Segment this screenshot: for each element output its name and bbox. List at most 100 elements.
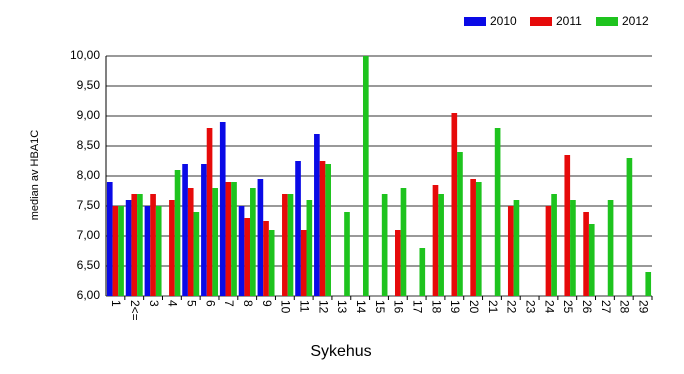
legend-swatch (530, 17, 552, 26)
y-tick-label: 8,50 (77, 138, 101, 152)
bar (300, 230, 307, 296)
legend-swatch (464, 17, 486, 26)
bar (457, 152, 463, 296)
bar (287, 194, 294, 296)
x-tick-label: 13 (335, 300, 349, 314)
y-tick-label: 6,50 (77, 258, 101, 272)
x-tick-label: 5 (185, 300, 199, 307)
x-tick-label: 23 (523, 300, 537, 314)
bar (325, 164, 331, 296)
bar (470, 179, 476, 296)
bar (451, 113, 458, 296)
x-tick-label: 3 (147, 300, 161, 307)
x-tick-label: 27 (599, 300, 613, 314)
bar (645, 272, 652, 296)
x-tick-label: 10 (279, 300, 293, 314)
x-tick-label: 29 (636, 300, 650, 314)
bar (588, 224, 595, 296)
x-tick-label: 25 (561, 300, 575, 314)
bar (438, 194, 444, 296)
bar (118, 206, 124, 296)
x-tick-label: 6 (203, 300, 217, 307)
bar (125, 200, 132, 296)
bar (174, 170, 181, 296)
bar (419, 248, 426, 296)
bar (201, 164, 207, 296)
bar (319, 161, 326, 296)
x-tick-label: 20 (467, 300, 481, 314)
bar (583, 212, 589, 296)
bar (545, 206, 552, 296)
x-tick-label: 18 (429, 300, 443, 314)
bar (187, 188, 194, 296)
bar (219, 122, 226, 296)
bar (155, 206, 162, 296)
bar (206, 128, 213, 296)
bar (268, 230, 275, 296)
y-tick-label: 7,50 (77, 198, 101, 212)
x-tick-label: 12 (316, 300, 330, 314)
bar (169, 200, 175, 296)
x-tick-label: 8 (241, 300, 255, 307)
x-tick-label: 7 (222, 300, 236, 307)
bar (106, 182, 113, 296)
bar (231, 182, 237, 296)
bar (144, 206, 151, 296)
y-tick-label: 10,00 (70, 48, 100, 62)
legend-label: 2011 (556, 14, 582, 28)
bar (570, 200, 576, 296)
bar (564, 155, 571, 296)
bar (282, 194, 288, 296)
bar (400, 188, 407, 296)
x-tick-label: 11 (298, 300, 312, 313)
bar (607, 200, 614, 296)
bar (314, 134, 320, 296)
x-tick-label: 19 (448, 300, 462, 314)
bar (137, 194, 143, 296)
x-tick-label: 15 (373, 300, 387, 314)
x-tick-label: 26 (580, 300, 594, 314)
bar (250, 188, 256, 296)
bar (295, 161, 301, 296)
bar (182, 164, 188, 296)
bar (257, 179, 264, 296)
legend-label: 2012 (622, 14, 649, 28)
bar (626, 158, 633, 296)
bar (131, 194, 138, 296)
y-tick-label: 9,50 (77, 78, 101, 92)
y-tick-label: 9,00 (77, 108, 101, 122)
x-tick-label: 14 (354, 300, 368, 314)
x-tick-label: 24 (542, 300, 556, 314)
x-tick-label: 4 (166, 300, 180, 307)
bar (344, 212, 350, 296)
bar (150, 194, 156, 296)
x-axis-label: Sykehus (310, 343, 371, 360)
x-tick-label: 28 (618, 300, 632, 314)
bar (362, 56, 369, 296)
x-tick-label: 17 (410, 300, 424, 314)
y-tick-label: 7,00 (77, 228, 101, 242)
x-tick-label: 22 (505, 300, 519, 314)
legend-swatch (596, 17, 618, 26)
y-tick-label: 8,00 (77, 168, 101, 182)
bar (244, 218, 251, 296)
y-axis-label: median av HBA1C (29, 130, 41, 221)
bar (112, 206, 119, 296)
x-tick-label: 1 (109, 300, 123, 307)
x-tick-label: 16 (392, 300, 406, 314)
bar (238, 206, 245, 296)
bar (306, 200, 313, 296)
x-tick-label: 9 (260, 300, 274, 307)
bar (225, 182, 232, 296)
x-tick-label: 2<= (128, 300, 142, 321)
bar (212, 188, 219, 296)
bar (494, 128, 501, 296)
x-tick-label: 21 (486, 300, 500, 314)
bar (551, 194, 557, 296)
y-tick-label: 6,00 (77, 288, 101, 302)
bar (507, 206, 514, 296)
legend-label: 2010 (490, 14, 517, 28)
bar (263, 221, 269, 296)
bar (432, 185, 439, 296)
